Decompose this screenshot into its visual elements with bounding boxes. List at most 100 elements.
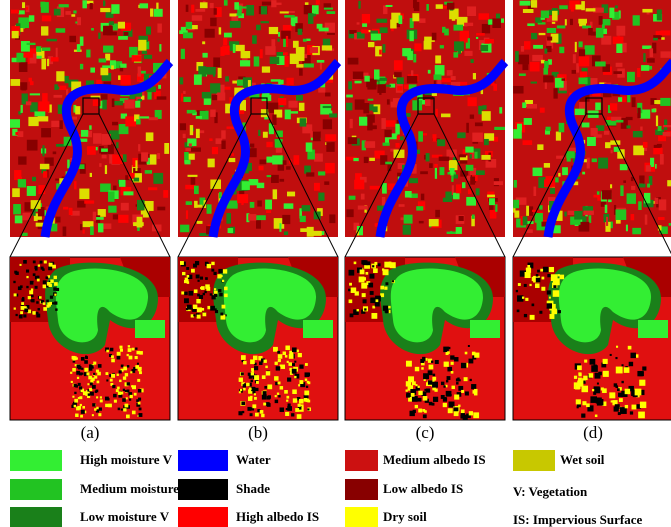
map-patch	[322, 45, 332, 50]
map-patch	[399, 136, 403, 140]
inset-speck	[450, 355, 454, 359]
map-patch	[466, 165, 474, 171]
map-patch	[84, 200, 94, 203]
inset-speck	[385, 282, 388, 285]
inset-speck	[200, 287, 202, 289]
map-patch	[222, 46, 229, 55]
map-patch	[583, 211, 593, 215]
inset-speck	[617, 388, 620, 391]
inset-speck	[250, 396, 252, 398]
inset-speck	[292, 389, 297, 394]
inset-speck	[220, 313, 223, 316]
map-patch	[639, 184, 646, 188]
map-patch	[379, 50, 381, 55]
map-patch	[43, 171, 47, 177]
map-patch	[124, 32, 129, 36]
map-patch	[102, 100, 106, 110]
inset-speck	[448, 347, 450, 349]
panel-label: (d)	[583, 423, 603, 442]
map-patch	[655, 198, 659, 204]
map-patch	[217, 92, 225, 100]
legend-swatch	[513, 450, 555, 471]
inset-speck	[71, 381, 73, 383]
inset-speck	[54, 301, 57, 304]
map-patch	[606, 217, 608, 226]
map-patch	[558, 173, 560, 177]
map-patch	[108, 206, 116, 213]
map-patch	[103, 26, 113, 36]
inset-speck	[255, 413, 259, 417]
inset-speck	[215, 310, 218, 313]
inset-speck	[529, 284, 531, 286]
map-patch	[657, 9, 662, 20]
map-patch	[517, 124, 522, 131]
inset-speck	[287, 406, 292, 411]
map-patch	[284, 56, 288, 67]
inset-speck	[280, 407, 284, 411]
map-patch	[642, 9, 652, 13]
map-patch	[530, 62, 540, 72]
map-patch	[325, 93, 330, 97]
map-patch	[349, 196, 356, 200]
map-patch	[421, 194, 424, 201]
map-patch	[359, 117, 367, 126]
map-patch	[86, 50, 90, 58]
inset-speck	[355, 291, 359, 295]
map-patch	[72, 117, 77, 120]
map-patch	[196, 116, 202, 119]
inset-speck	[543, 267, 548, 272]
map-patch	[313, 131, 321, 141]
map-patch	[93, 212, 96, 221]
map-patch	[432, 33, 437, 41]
map-patch	[277, 38, 279, 41]
inset-speck	[376, 299, 379, 302]
inset-speck	[576, 399, 581, 404]
inset-speck	[123, 408, 126, 411]
inset-speck	[584, 360, 587, 363]
inset-speck	[46, 300, 49, 303]
inset-speck	[128, 345, 130, 347]
map-patch	[663, 132, 671, 136]
inset-speck	[292, 363, 295, 366]
inset-speck	[615, 404, 620, 409]
map-patch	[229, 158, 236, 162]
map-patch	[588, 28, 593, 35]
map-patch	[472, 152, 474, 159]
inset-speck	[239, 391, 241, 393]
inset-speck	[52, 302, 54, 304]
inset-speck	[110, 348, 114, 352]
inset-speck	[211, 262, 214, 265]
map-patch	[544, 163, 550, 168]
inset-speck	[461, 363, 466, 368]
inset-speck	[22, 297, 24, 299]
inset-speck	[135, 356, 138, 359]
map-patch	[610, 184, 612, 188]
inset-speck	[411, 393, 415, 397]
inset-speck	[560, 275, 565, 280]
map-patch	[288, 11, 295, 13]
map-patch	[653, 38, 658, 41]
map-patch	[441, 114, 450, 118]
map-patch	[620, 185, 623, 196]
inset-speck	[473, 412, 479, 418]
map-patch	[348, 137, 357, 144]
inset-speck	[187, 281, 189, 283]
inset-speck	[444, 362, 449, 367]
map-patch	[582, 172, 585, 175]
inset-speck	[558, 310, 561, 313]
inset-speck	[286, 408, 288, 410]
map-patch	[664, 120, 667, 130]
inset-speck	[74, 405, 76, 407]
panel: (c)	[345, 0, 505, 442]
inset-speck	[547, 274, 550, 277]
map-patch	[157, 23, 161, 32]
inset-speck	[49, 302, 52, 305]
inset-speck	[117, 356, 121, 360]
inset-veg	[470, 320, 500, 338]
map-patch	[544, 61, 548, 68]
inset-speck	[123, 389, 125, 391]
map-patch	[272, 114, 276, 124]
map-patch	[346, 95, 353, 98]
map-patch	[447, 70, 453, 76]
map-patch	[39, 101, 50, 112]
